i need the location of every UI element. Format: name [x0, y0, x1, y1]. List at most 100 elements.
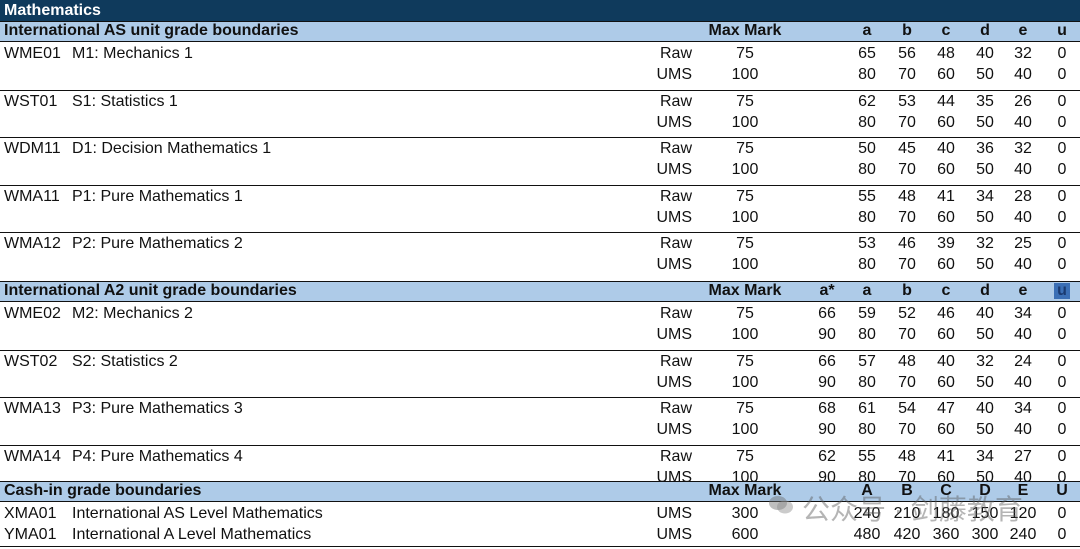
grade-boundary: 120	[1009, 505, 1037, 522]
grade-boundary: 0	[1057, 447, 1067, 465]
max-mark: 75	[736, 352, 754, 370]
grade-boundary: 40	[937, 140, 955, 157]
grade-boundary: 40	[1014, 208, 1032, 226]
mark-type: UMS	[656, 66, 692, 83]
a2-grade-header: d	[980, 282, 990, 299]
unit-name: P3: Pure Mathematics 3	[72, 400, 243, 417]
grade-boundary: 0	[1057, 235, 1067, 252]
max-mark: 100	[731, 256, 759, 273]
grade-boundary: 90	[818, 326, 836, 343]
grade-boundary: 60	[937, 373, 955, 391]
grade-boundary: 60	[937, 208, 955, 226]
unit-name: P2: Pure Mathematics 2	[72, 235, 243, 252]
mark-type: UMS	[656, 208, 692, 226]
unit-code: WMA13	[4, 400, 61, 417]
grade-boundary: 480	[853, 526, 881, 543]
mark-type: UMS	[656, 505, 692, 522]
unit-separator	[0, 184, 1080, 186]
grade-boundary: 40	[1014, 256, 1032, 273]
grade-boundary: 240	[853, 505, 881, 522]
a2-section-label: International A2 unit grade boundaries	[4, 282, 297, 299]
max-mark: 75	[736, 92, 754, 110]
table-row: UMS 100 80 70 60 50 40 0	[0, 159, 1080, 180]
grade-boundary: 60	[937, 161, 955, 178]
cashin-max-mark-header: Max Mark	[708, 482, 782, 499]
grade-boundary: 0	[1057, 373, 1067, 391]
a2-grade-header: e	[1018, 282, 1028, 299]
mark-type: UMS	[656, 256, 692, 273]
cashin-grade-header: A	[861, 482, 873, 499]
grade-boundary: 60	[937, 326, 955, 343]
grade-boundary: 0	[1057, 352, 1067, 370]
grade-boundary: 52	[898, 305, 916, 322]
mark-type: Raw	[659, 92, 692, 110]
unit-code: WME01	[4, 45, 61, 62]
grade-boundary: 62	[858, 92, 876, 110]
table-row: UMS 100 80 70 60 50 40 0	[0, 254, 1080, 275]
grade-boundary: 44	[937, 92, 955, 110]
grade-boundary: 240	[1009, 526, 1037, 543]
grade-boundary: 0	[1057, 66, 1067, 83]
grade-boundary: 32	[1014, 140, 1032, 157]
mark-type: Raw	[659, 140, 692, 157]
grade-boundary: 53	[898, 92, 916, 110]
a2-grade-header: c	[941, 282, 951, 299]
grade-boundary: 34	[976, 447, 994, 465]
as-grade-header: b	[902, 22, 912, 39]
table-row: UMS 100 80 70 60 50 40 0	[0, 112, 1080, 133]
grade-boundary: 80	[858, 256, 876, 273]
grade-boundary: 0	[1057, 256, 1067, 273]
grade-boundary: 26	[1014, 92, 1032, 110]
grade-boundary: 60	[937, 113, 955, 131]
mark-type: Raw	[659, 235, 692, 252]
grade-boundary: 80	[858, 421, 876, 438]
grade-boundary: 70	[898, 373, 916, 391]
qualification-code: YMA01	[4, 526, 57, 543]
grade-boundary: 50	[976, 373, 994, 391]
grade-boundary: 0	[1057, 505, 1067, 522]
grade-boundary: 80	[858, 208, 876, 226]
grade-boundary: 180	[932, 505, 960, 522]
max-mark: 75	[736, 400, 754, 417]
table-row: WST02 S2: Statistics 2 Raw 75 66 57 48 40 32 24 0	[0, 351, 1080, 372]
grade-boundary: 70	[898, 161, 916, 178]
grade-boundary: 48	[937, 45, 955, 62]
as-grade-header: u	[1057, 22, 1067, 39]
grade-boundary: 0	[1057, 421, 1067, 438]
mark-type: Raw	[659, 352, 692, 370]
grade-boundary: 60	[937, 421, 955, 438]
grade-boundary: 36	[976, 140, 994, 157]
table-row: WST01 S1: Statistics 1 Raw 75 62 53 44 35 26 0	[0, 91, 1080, 112]
grade-boundary: 54	[898, 400, 916, 417]
cashin-section-label: Cash-in grade boundaries	[4, 482, 202, 499]
mark-type: Raw	[659, 447, 692, 465]
table-row: UMS 100 90 80 70 60 50 40 0	[0, 419, 1080, 440]
max-mark: 75	[736, 235, 754, 252]
grade-boundary: 41	[937, 447, 955, 465]
a2-section-header: International A2 unit grade boundaries M…	[0, 281, 1080, 302]
grade-boundary: 61	[858, 400, 876, 417]
unit-name: D1: Decision Mathematics 1	[72, 140, 272, 157]
grade-boundary: 360	[932, 526, 960, 543]
unit-separator	[0, 397, 1080, 398]
mark-type: UMS	[656, 421, 692, 438]
table-row: WMA11 P1: Pure Mathematics 1 Raw 75 55 48 41 34…	[0, 186, 1080, 207]
grade-boundary: 48	[898, 447, 916, 465]
mark-type: Raw	[659, 187, 692, 205]
grade-boundary: 24	[1014, 352, 1032, 370]
grade-boundary: 32	[1014, 45, 1032, 62]
grade-boundary: 32	[976, 352, 994, 370]
grade-boundary: 45	[898, 140, 916, 157]
grade-boundary: 60	[937, 256, 955, 273]
unit-separator	[0, 137, 1080, 138]
grade-boundary: 0	[1057, 140, 1067, 157]
table-row: WDM11 D1: Decision Mathematics 1 Raw 75 50 45…	[0, 138, 1080, 159]
unit-code: WMA12	[4, 235, 61, 252]
grade-boundary: 90	[818, 421, 836, 438]
grade-boundary: 80	[858, 326, 876, 343]
unit-code: WMA11	[4, 187, 60, 205]
grade-boundary: 50	[976, 66, 994, 83]
grade-boundary: 40	[976, 45, 994, 62]
max-mark: 75	[736, 140, 754, 157]
as-grade-header: a	[862, 22, 872, 39]
